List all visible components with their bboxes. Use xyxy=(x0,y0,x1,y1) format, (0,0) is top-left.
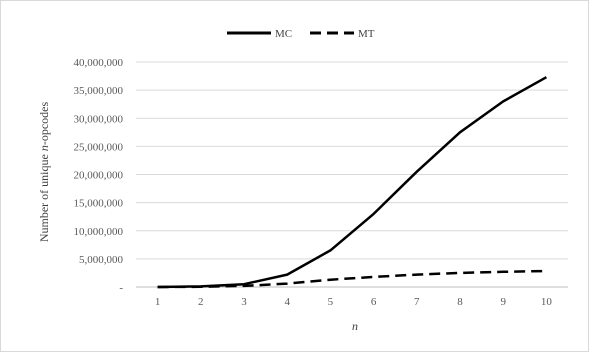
y-tick-label: 30,000,000 xyxy=(74,113,124,125)
series-line-mc xyxy=(157,76,548,289)
y-tick-label: 40,000,000 xyxy=(74,57,124,69)
y-axis-title: Number of unique n-opcodes xyxy=(37,102,51,243)
x-tick-label: 1 xyxy=(155,296,161,308)
y-tick-label: - xyxy=(119,282,123,294)
x-tick-label: 10 xyxy=(541,296,553,308)
x-axis-title: n xyxy=(352,319,358,333)
y-tick-label: 5,000,000 xyxy=(79,254,124,266)
series-lines xyxy=(157,76,548,289)
y-tick-label: 20,000,000 xyxy=(74,170,124,182)
y-axis-title-prefix: Number of unique xyxy=(37,151,51,242)
y-tick-label: 10,000,000 xyxy=(74,226,124,238)
y-axis-title-italic: n xyxy=(37,145,51,151)
x-tick-label: 8 xyxy=(457,296,463,308)
legend: MC MT xyxy=(227,28,375,40)
x-tick-label: 4 xyxy=(284,296,290,308)
legend-label-mc: MC xyxy=(275,28,292,40)
x-tick-label: 7 xyxy=(414,296,420,308)
x-tick-label: 6 xyxy=(371,296,377,308)
x-tick-label: 9 xyxy=(500,296,506,308)
x-tick-label: 2 xyxy=(198,296,204,308)
y-tick-label: 35,000,000 xyxy=(74,85,124,97)
legend-label-mt: MT xyxy=(358,28,375,40)
series-line-mt xyxy=(157,269,547,289)
y-axis-title-suffix: -opcodes xyxy=(37,102,51,146)
y-tick-labels: - 5,000,000 10,000,000 15,000,000 20,000,000… xyxy=(74,57,124,294)
x-tick-labels: 1 2 3 4 5 6 7 8 9 10 xyxy=(155,296,553,308)
x-tick-label: 3 xyxy=(241,296,247,308)
grid-lines xyxy=(136,61,568,288)
x-tick-label: 5 xyxy=(328,296,334,308)
y-tick-label: 25,000,000 xyxy=(74,141,124,153)
y-tick-label: 15,000,000 xyxy=(74,198,124,210)
